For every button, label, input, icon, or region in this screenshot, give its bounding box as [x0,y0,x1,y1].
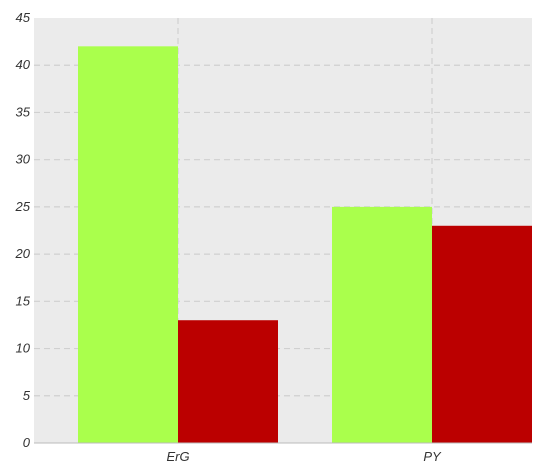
y-tick-label: 5 [23,388,31,403]
bar-py-series-1 [332,206,432,443]
bar-erg-series-1 [78,46,178,443]
bar-erg-series-2 [178,320,278,443]
y-tick-label: 0 [23,435,31,450]
x-tick-labels: ErG PY [166,449,442,464]
y-tick-labels: 0 5 10 15 20 25 30 35 40 45 [15,10,31,450]
bar-py-series-2 [432,225,532,443]
x-tick-label: ErG [166,449,189,464]
bars [78,46,532,443]
y-tick-label: 15 [16,293,31,308]
y-tick-label: 20 [15,246,31,261]
y-tick-label: 40 [16,57,31,72]
y-tick-label: 35 [16,104,31,119]
y-tick-label: 45 [16,10,31,25]
y-tick-label: 30 [16,152,31,167]
y-tick-label: 25 [15,199,31,214]
x-tick-label: PY [423,449,442,464]
y-tick-label: 10 [16,341,31,356]
